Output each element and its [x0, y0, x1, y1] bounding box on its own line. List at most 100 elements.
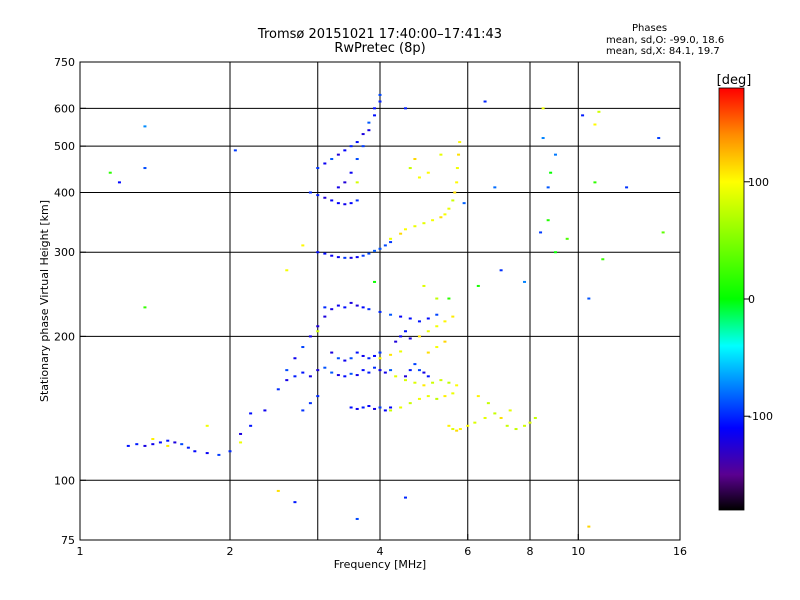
data-point [373, 354, 377, 357]
data-point [413, 363, 417, 366]
data-point [349, 145, 353, 148]
data-point [378, 310, 382, 313]
data-point [330, 308, 334, 311]
data-point [367, 308, 371, 311]
data-point [308, 402, 312, 405]
data-point [453, 191, 457, 194]
data-point [361, 406, 365, 409]
colorbar-tick-label: -100 [748, 410, 773, 423]
data-point [373, 107, 377, 110]
data-point [426, 375, 430, 378]
data-point [367, 252, 371, 255]
data-point [439, 379, 443, 382]
data-point [455, 429, 459, 432]
data-point [426, 330, 430, 333]
data-point [399, 232, 403, 235]
phases-x-mode-stats: mean, sd,X: 84.1, 19.7 [606, 46, 720, 57]
data-point [408, 402, 412, 405]
data-point [293, 375, 297, 378]
data-point [355, 407, 359, 410]
data-point [447, 381, 451, 384]
data-point [367, 121, 371, 124]
data-point [373, 366, 377, 369]
data-point [355, 141, 359, 144]
y-axis-label: Stationary phase Virtual Height [km] [38, 200, 51, 402]
data-point [565, 237, 569, 240]
data-point [158, 441, 162, 444]
data-point [308, 191, 312, 194]
data-point [417, 176, 421, 179]
phases-title: Phases [632, 23, 668, 34]
data-point [493, 186, 497, 189]
data-point [394, 375, 398, 378]
data-point [389, 237, 393, 240]
data-point [143, 306, 147, 309]
data-point [205, 424, 209, 427]
data-point [166, 439, 170, 442]
data-point [383, 409, 387, 412]
data-point [349, 301, 353, 304]
data-point [361, 369, 365, 372]
data-point [533, 416, 537, 419]
data-point [135, 443, 139, 446]
data-point [349, 357, 353, 360]
y-tick-label: 200 [54, 330, 75, 343]
data-point [143, 444, 147, 447]
data-point [455, 384, 459, 387]
y-tick-label: 600 [54, 102, 75, 115]
data-point [378, 93, 382, 96]
data-point [336, 256, 340, 259]
data-point [330, 351, 334, 354]
data-point [349, 202, 353, 205]
chart-title: Tromsø 20151021 17:40:00–17:41:43 [257, 27, 503, 42]
data-point [553, 251, 557, 254]
data-point [343, 203, 347, 206]
data-point [593, 181, 597, 184]
y-tick-label: 400 [54, 186, 75, 199]
data-point [389, 313, 393, 316]
data-point [435, 325, 439, 328]
data-point [316, 251, 320, 254]
data-point [581, 114, 585, 117]
data-point [403, 107, 407, 110]
data-point [431, 219, 435, 222]
data-point [373, 249, 377, 252]
data-point [541, 137, 545, 140]
data-point [343, 359, 347, 362]
data-point [457, 153, 461, 156]
x-tick-label: 1 [77, 545, 84, 558]
data-point [451, 199, 455, 202]
data-point [546, 186, 550, 189]
data-point [523, 280, 527, 283]
data-point [285, 379, 289, 382]
data-point [378, 357, 382, 360]
data-point [378, 247, 382, 250]
data-point [553, 153, 557, 156]
data-point [601, 258, 605, 261]
data-point [625, 186, 629, 189]
data-point [239, 432, 243, 435]
data-point [233, 149, 237, 152]
data-point [343, 149, 347, 152]
data-point [249, 412, 253, 415]
data-point [447, 297, 451, 300]
data-point [293, 501, 297, 504]
data-point [355, 374, 359, 377]
data-point [336, 153, 340, 156]
data-point [293, 357, 297, 360]
data-point [546, 219, 550, 222]
data-point [426, 171, 430, 174]
data-point [316, 194, 320, 197]
data-point [389, 241, 393, 244]
data-point [399, 406, 403, 409]
data-point [408, 317, 412, 320]
data-point [378, 351, 382, 354]
data-point [186, 446, 190, 449]
data-point [361, 354, 365, 357]
data-point [301, 409, 305, 412]
data-point [476, 395, 480, 398]
data-point [435, 397, 439, 400]
data-point [593, 123, 597, 126]
data-point [143, 125, 147, 128]
